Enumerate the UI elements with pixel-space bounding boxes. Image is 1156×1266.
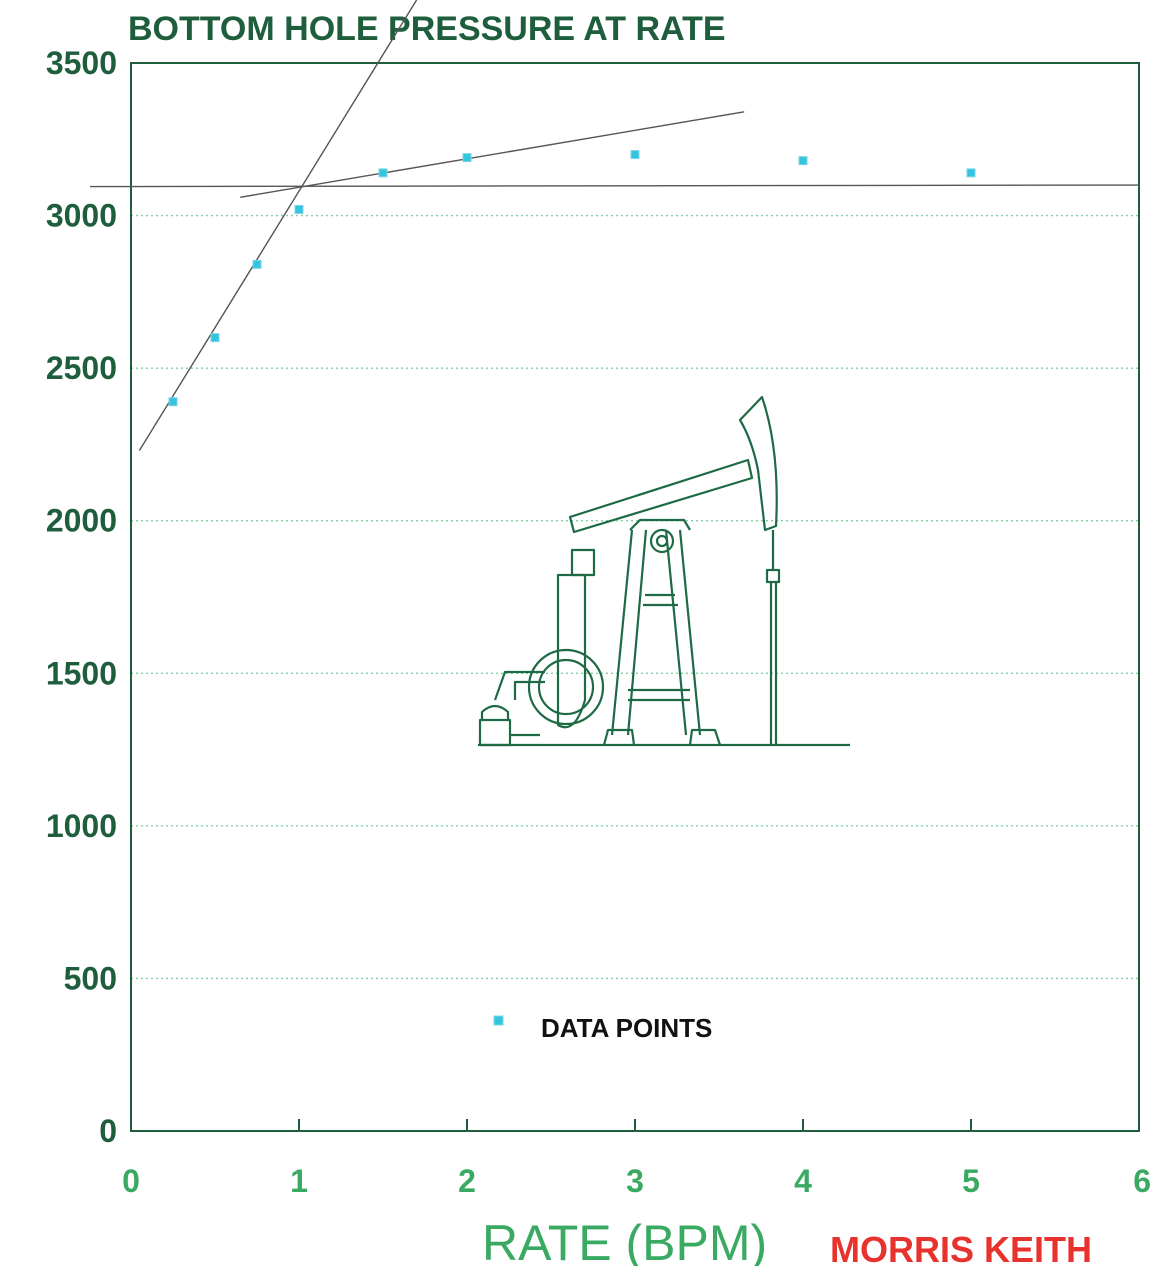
y-tick-label: 3000 <box>46 198 117 234</box>
y-tick-label: 1000 <box>46 808 117 844</box>
y-tick-label: 2000 <box>46 503 117 539</box>
data-points <box>168 150 976 407</box>
x-tick-labels: 0 1 2 3 4 5 6 <box>122 1163 1151 1199</box>
x-tick-label: 3 <box>626 1163 644 1199</box>
data-point <box>294 204 304 214</box>
y-tick-label: 1500 <box>46 655 117 691</box>
legend-marker <box>493 1015 504 1026</box>
y-tick-label: 3500 <box>46 45 117 81</box>
legend-label: DATA POINTS <box>541 1013 712 1043</box>
trend-lines <box>89 0 1140 451</box>
x-tick-label: 4 <box>794 1163 812 1199</box>
author-label: MORRIS KEITH <box>830 1229 1092 1266</box>
data-point <box>378 168 388 178</box>
pumpjack-illustration <box>478 395 850 747</box>
data-point <box>966 168 976 178</box>
y-tick-label: 0 <box>99 1113 117 1149</box>
trend-line <box>138 0 418 451</box>
x-axis-label: RATE (BPM) <box>482 1215 767 1266</box>
data-point <box>462 153 472 163</box>
x-tick-label: 2 <box>458 1163 476 1199</box>
data-point <box>252 259 262 269</box>
gridlines <box>131 214 1139 980</box>
data-point <box>630 150 640 160</box>
x-tick-label: 5 <box>962 1163 980 1199</box>
trend-line <box>240 111 745 198</box>
x-tick-marks <box>298 1119 972 1131</box>
x-tick-label: 1 <box>290 1163 308 1199</box>
trend-line <box>89 184 1140 188</box>
x-tick-label: 6 <box>1133 1163 1151 1199</box>
data-point <box>168 397 178 407</box>
y-tick-label: 500 <box>64 960 117 996</box>
y-tick-label: 2500 <box>46 350 117 386</box>
data-point <box>210 333 220 343</box>
data-point <box>798 156 808 166</box>
chart-title: BOTTOM HOLE PRESSURE AT RATE <box>128 10 726 48</box>
plot-frame <box>130 62 1140 1132</box>
x-tick-label: 0 <box>122 1163 140 1199</box>
y-tick-labels: 0 500 1000 1500 2000 2500 3000 3500 <box>46 45 117 1149</box>
